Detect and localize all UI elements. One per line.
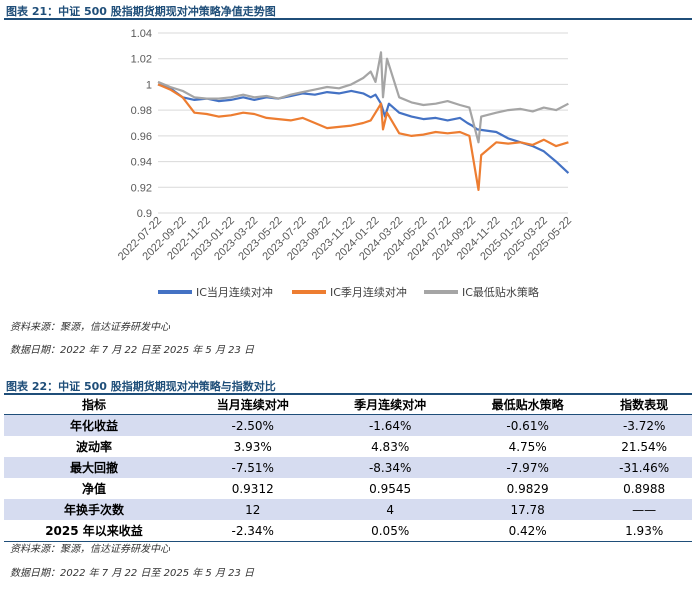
table-cell: 3.93% [233,439,272,454]
figure1-date-range: 数据日期：2022 年 7 月 22 日至 2025 年 5 月 23 日 [10,345,255,356]
y-tick-label: 1 [146,79,152,91]
series-line [157,83,569,191]
table-cell: 1.93% [596,520,692,542]
table-cell: 4.75% [508,439,547,454]
table-cell: 17.78 [458,499,597,520]
figure1-title: 图表 21：中证 500 股指期货期现对冲策略净值走势图 [6,5,276,18]
table-row: 年化收益 -2.50% -1.64% -0.61% -3.72% [4,414,692,436]
table-cell: 0.9829 [506,481,549,496]
y-tick-label: 1.04 [131,28,152,40]
y-tick-label: 0.9 [137,208,152,220]
table-cell: -8.34% [321,457,459,478]
row-label: 年换手次数 [4,499,184,520]
figure1-source: 资料来源：聚源，信达证券研发中心 [10,322,170,333]
table-cell: -0.61% [458,414,597,436]
figure2-date-range: 数据日期：2022 年 7 月 22 日至 2025 年 5 月 23 日 [10,568,255,579]
table-cell: -2.34% [184,520,322,542]
row-label: 净值 [81,482,106,496]
column-header: 当月连续对冲 [184,394,322,415]
table-cell: 12 [184,499,322,520]
table-row: 2025 年以来收益 -2.34% 0.05% 0.42% 1.93% [4,520,692,542]
row-label: 2025 年以来收益 [4,520,184,542]
column-header: 最低贴水策略 [458,394,597,415]
y-tick-label: 0.92 [131,182,152,194]
row-label: 最大回撤 [4,457,184,478]
series-line [157,51,569,144]
table-cell: 0.9312 [231,481,274,496]
row-label: 年化收益 [4,414,184,436]
table-cell: 0.05% [321,520,459,542]
table-cell: -3.72% [596,414,692,436]
y-tick-label: 0.96 [131,131,152,143]
table-cell: —— [596,499,692,520]
table-header-row: 指标 当月连续对冲 季月连续对冲 最低贴水策略 指数表现 [4,394,692,415]
table-row: 净值 0.9312 0.9545 0.9829 0.8988 [4,478,692,499]
y-tick-label: 1.02 [131,54,152,66]
comparison-table: 指标 当月连续对冲 季月连续对冲 最低贴水策略 指数表现 年化收益 -2.50%… [4,394,692,542]
table-row: 最大回撤 -7.51% -8.34% -7.97% -31.46% [4,457,692,478]
title-rule [4,18,692,20]
table-cell: 0.9545 [369,481,412,496]
legend-label: IC最低贴水策略 [462,285,539,299]
table-cell: -31.46% [596,457,692,478]
table-cell: -7.97% [458,457,597,478]
table-cell: 4 [321,499,459,520]
column-header: 指数表现 [596,394,692,415]
y-tick-label: 0.94 [131,157,152,169]
series-line [157,83,570,174]
table-cell: 21.54% [621,439,668,454]
figure2-title: 图表 22：中证 500 股指期货期现对冲策略与指数对比 [6,380,276,393]
table-cell: -2.50% [184,414,322,436]
table-cell: 4.83% [371,439,410,454]
column-header: 季月连续对冲 [321,394,459,415]
table-cell: -7.51% [184,457,322,478]
row-label: 波动率 [75,440,112,454]
legend-label: IC当月连续对冲 [196,285,273,299]
y-tick-label: 0.98 [131,105,152,117]
table-cell: 0.42% [458,520,597,542]
table-row: 波动率 3.93% 4.83% 4.75% 21.54% [4,436,692,457]
table-row: 年换手次数 12 4 17.78 —— [4,499,692,520]
column-header: 指标 [4,394,184,415]
table-cell: -1.64% [321,414,459,436]
legend-label: IC季月连续对冲 [330,285,407,299]
figure2-source: 资料来源：聚源，信达证券研发中心 [10,544,170,555]
table-cell: 0.8988 [623,481,666,496]
